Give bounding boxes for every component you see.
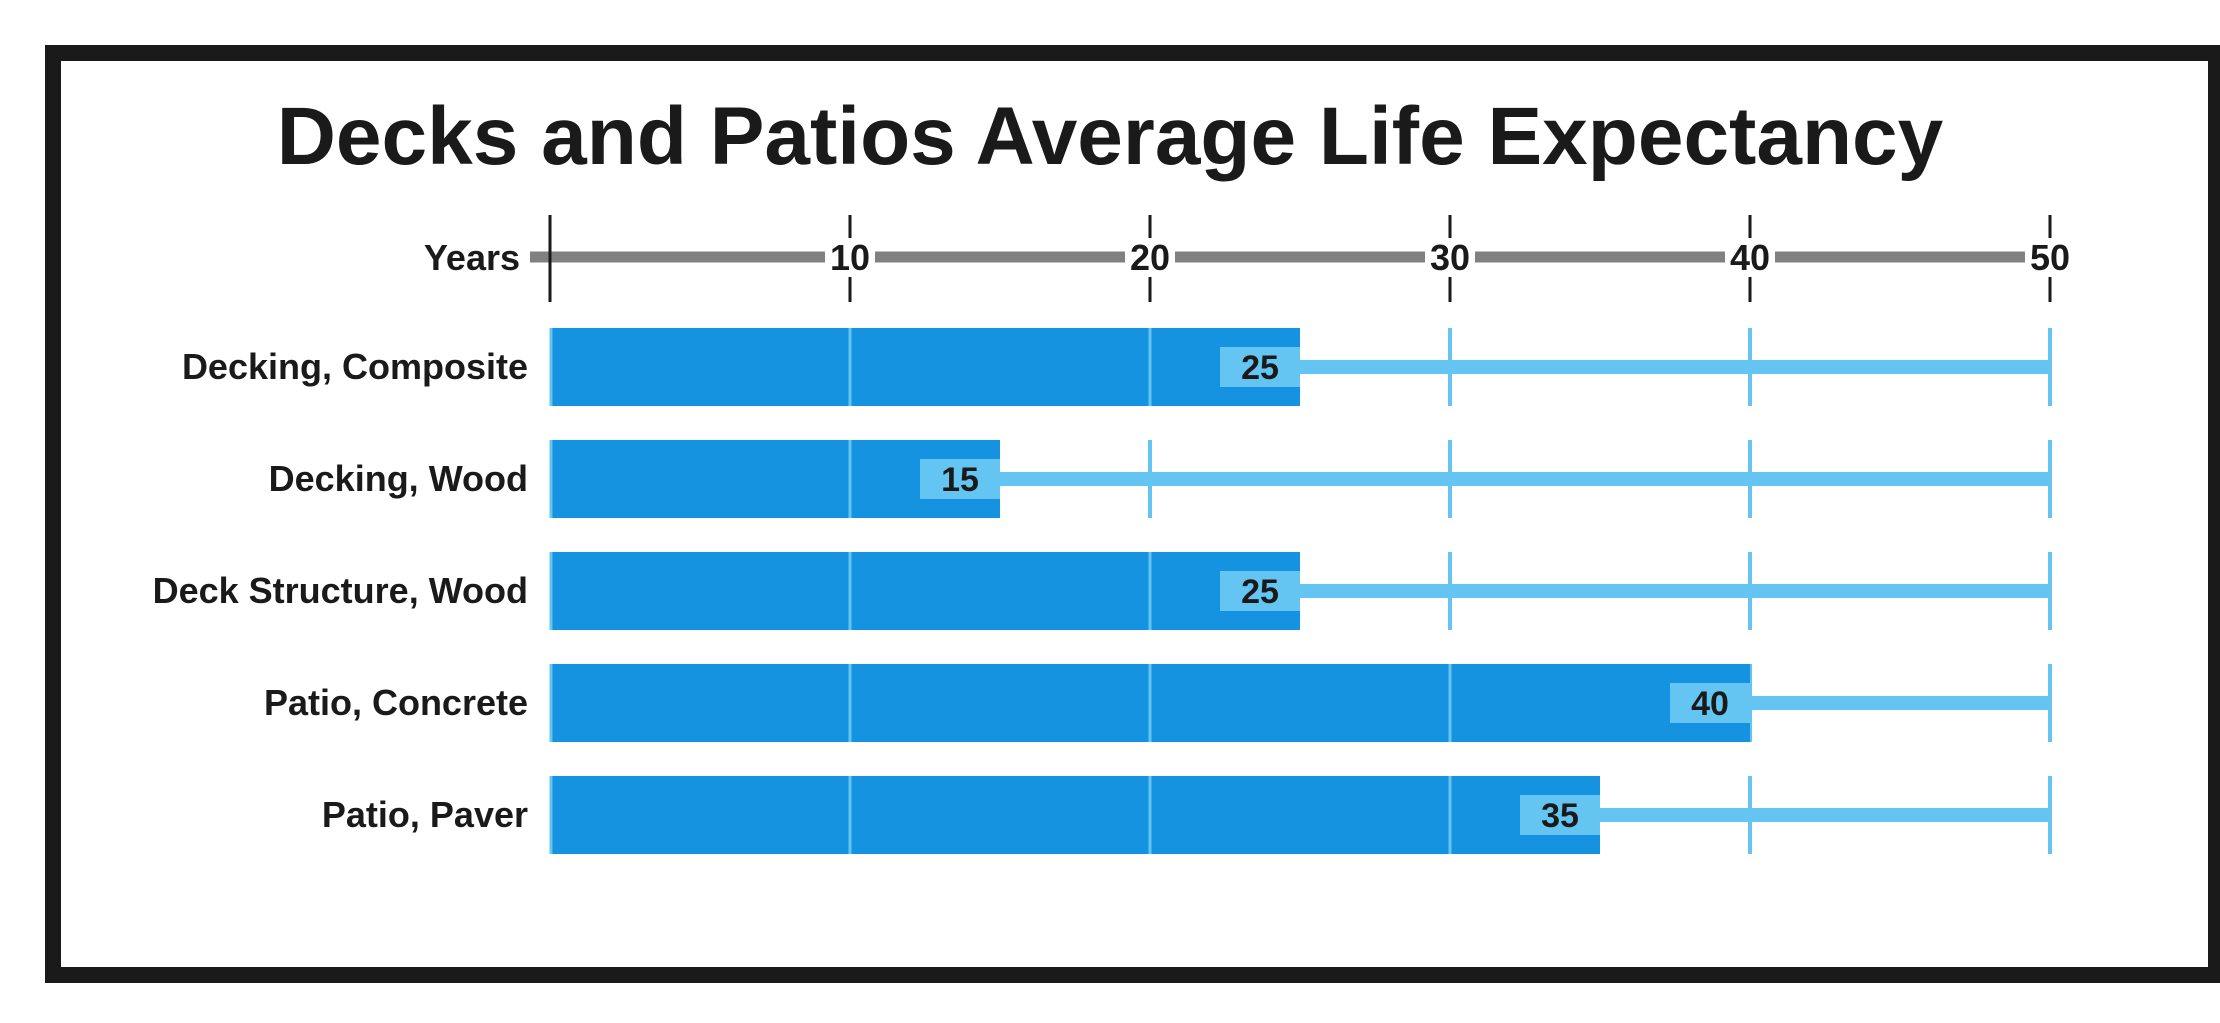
category-label: Decking, Wood <box>269 458 528 499</box>
x-tick-label: 20 <box>1130 237 1170 278</box>
tick-label-bg <box>1125 237 1175 277</box>
category-label: Decking, Composite <box>182 346 528 387</box>
tick-label-bg <box>1425 237 1475 277</box>
data-label: 25 <box>1241 573 1279 611</box>
x-tick-label: 30 <box>1430 237 1470 278</box>
category-label: Patio, Concrete <box>264 682 528 723</box>
x-axis-label: Years <box>424 237 520 278</box>
bar <box>550 776 1600 854</box>
data-label: 25 <box>1241 349 1279 387</box>
x-tick-label: 40 <box>1730 237 1770 278</box>
bar <box>550 328 1300 406</box>
bar <box>550 552 1300 630</box>
x-tick-label: 50 <box>2030 237 2070 278</box>
data-label: 35 <box>1541 797 1579 835</box>
category-label: Patio, Paver <box>322 794 528 835</box>
tick-label-bg <box>1725 237 1775 277</box>
data-label-box <box>920 459 1000 499</box>
x-tick-label: 10 <box>830 237 870 278</box>
data-label-box <box>1220 347 1300 387</box>
data-label-box <box>1520 795 1600 835</box>
data-label: 40 <box>1691 685 1729 723</box>
tick-label-bg <box>825 237 875 277</box>
category-label: Deck Structure, Wood <box>153 570 528 611</box>
data-label: 15 <box>941 461 979 499</box>
data-label-box <box>1670 683 1750 723</box>
data-label-box <box>1220 571 1300 611</box>
chart-title: Decks and Patios Average Life Expectancy <box>276 91 1944 182</box>
tick-label-bg <box>2025 237 2075 277</box>
